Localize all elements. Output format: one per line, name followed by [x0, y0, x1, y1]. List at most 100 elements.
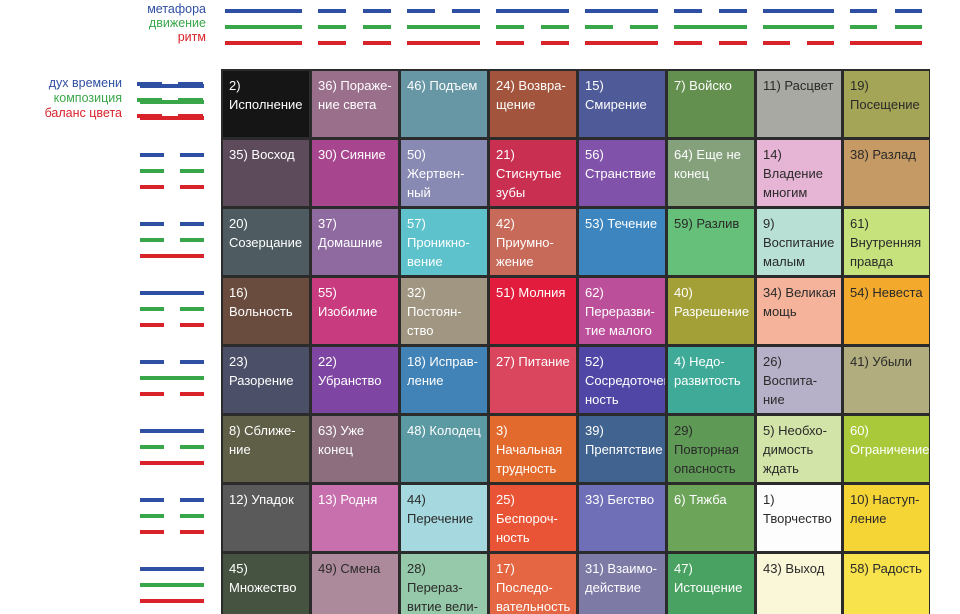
row-header-line	[140, 599, 204, 603]
hexagram-cell: 28) Перераз- витие вели- кого	[401, 554, 487, 614]
hexagram-cell: 12) Упадок	[223, 485, 309, 551]
row-header-line	[140, 392, 164, 396]
row-header-line	[180, 392, 204, 396]
row-header-line	[140, 583, 204, 587]
row-header-line	[140, 461, 204, 465]
hexagram-cell: 23) Разорение	[223, 347, 309, 413]
row-header-line	[180, 498, 204, 502]
column-header-line	[407, 9, 435, 13]
hexagram-cell: 35) Восход	[223, 140, 309, 206]
hexagram-cell: 57) Проникно- вение	[401, 209, 487, 275]
legend-zeitgeist: дух времени	[48, 76, 122, 90]
legend-composition: композиция	[53, 91, 122, 105]
row-header-line	[180, 185, 204, 189]
hexagram-cell: 43) Выход	[757, 554, 841, 614]
hexagram-cell: 22) Убранство	[312, 347, 398, 413]
row-header-line	[180, 323, 204, 327]
legend-rhythm: ритм	[177, 30, 206, 44]
hexagram-cell: 21) Стиснутые зубы	[490, 140, 576, 206]
legend-line-sample	[266, 25, 291, 29]
row-header-line	[180, 238, 204, 242]
hexagram-cell: 32) Постоян- ство	[401, 278, 487, 344]
row-header-line	[140, 323, 164, 327]
legend-movement: движение	[148, 16, 206, 30]
hexagram-cell: 45) Множество	[223, 554, 309, 614]
row-header-line	[140, 307, 164, 311]
hexagram-cell: 10) Наступ- ление	[844, 485, 929, 551]
row-header-line	[140, 116, 204, 120]
column-header-line	[407, 25, 480, 29]
column-header-line	[363, 9, 391, 13]
hexagram-cell: 25) Беспороч- ность	[490, 485, 576, 551]
hexagram-cell: 30) Сияние	[312, 140, 398, 206]
legend-side: дух времени композиция баланс цвета	[14, 76, 122, 121]
hexagram-cell: 59) Разлив	[668, 209, 754, 275]
hexagram-cell: 41) Убыли	[844, 347, 929, 413]
column-header-line	[674, 41, 702, 45]
hexagram-cell: 1) Творчество	[757, 485, 841, 551]
legend-color-balance: баланс цвета	[44, 106, 122, 120]
hexagram-cell: 62) Переразви- тие малого	[579, 278, 665, 344]
column-header-line	[763, 25, 834, 29]
row-header-line	[140, 100, 204, 104]
hexagram-cell: 36) Пораже- ние света	[312, 71, 398, 137]
hexagram-cell: 7) Войско	[668, 71, 754, 137]
column-header-line	[541, 41, 569, 45]
legend-line-sample	[266, 41, 291, 45]
hexagram-cell: 5) Необхо- димость ждать	[757, 416, 841, 482]
column-header-line	[674, 9, 702, 13]
legend-metaphor: метафора	[147, 2, 206, 16]
hexagram-cell: 19) Посещение	[844, 71, 929, 137]
legend-line-sample	[178, 82, 203, 86]
row-header-line	[180, 222, 204, 226]
column-header-line	[318, 9, 346, 13]
row-header-line	[180, 307, 204, 311]
column-header-line	[630, 25, 658, 29]
row-header-line	[180, 530, 204, 534]
hexagram-cell: 34) Великая мощь	[757, 278, 841, 344]
column-header-line	[674, 25, 747, 29]
hexagram-cell: 51) Молния	[490, 278, 576, 344]
hexagram-cell: 64) Еще не конец	[668, 140, 754, 206]
column-header-line	[763, 41, 790, 45]
hexagram-cell: 27) Питание	[490, 347, 576, 413]
legend-line-sample	[266, 9, 291, 13]
column-header-line	[585, 41, 658, 45]
row-header-line	[140, 222, 164, 226]
hexagram-color-grid: 2) Исполнение 36) Пораже- ние света 46) По…	[221, 69, 930, 614]
column-header-line	[229, 41, 302, 45]
column-header-line	[850, 25, 877, 29]
legend-top: метафора движение ритм	[118, 2, 206, 44]
hexagram-cell: 55) Изобилие	[312, 278, 398, 344]
legend-line-sample	[178, 114, 203, 118]
hexagram-cell: 48) Колодец	[401, 416, 487, 482]
row-header-line	[140, 360, 164, 364]
hexagram-cell: 60) Ограничение	[844, 416, 929, 482]
hexagram-cell: 47) Истощение	[668, 554, 754, 614]
column-header-line	[496, 25, 524, 29]
column-header-line	[363, 25, 391, 29]
hexagram-cell: 46) Подъем	[401, 71, 487, 137]
hexagram-cell: 11) Расцвет	[757, 71, 841, 137]
hexagram-cell: 44) Перечение	[401, 485, 487, 551]
hexagram-cell: 17) Последо- вательность	[490, 554, 576, 614]
column-header-line	[407, 41, 480, 45]
row-header-line	[140, 153, 164, 157]
hexagram-cell: 40) Разрешение	[668, 278, 754, 344]
hexagram-cell: 63) Уже конец	[312, 416, 398, 482]
column-header-line	[850, 9, 877, 13]
column-header-line	[719, 41, 747, 45]
hexagram-cell: 31) Взаимо- действие	[579, 554, 665, 614]
column-header-line	[452, 9, 480, 13]
column-header-line	[229, 25, 302, 29]
hexagram-cell: 42) Приумно- жение	[490, 209, 576, 275]
hexagram-cell: 49) Смена	[312, 554, 398, 614]
hexagram-cell: 14) Владение многим	[757, 140, 841, 206]
hexagram-cell: 33) Бегство	[579, 485, 665, 551]
column-header-line	[496, 9, 569, 13]
hexagram-cell: 26) Воспита- ние великим	[757, 347, 841, 413]
hexagram-cell: 50) Жертвен- ный треножник	[401, 140, 487, 206]
column-header-line	[363, 41, 391, 45]
row-header-line	[180, 169, 204, 173]
